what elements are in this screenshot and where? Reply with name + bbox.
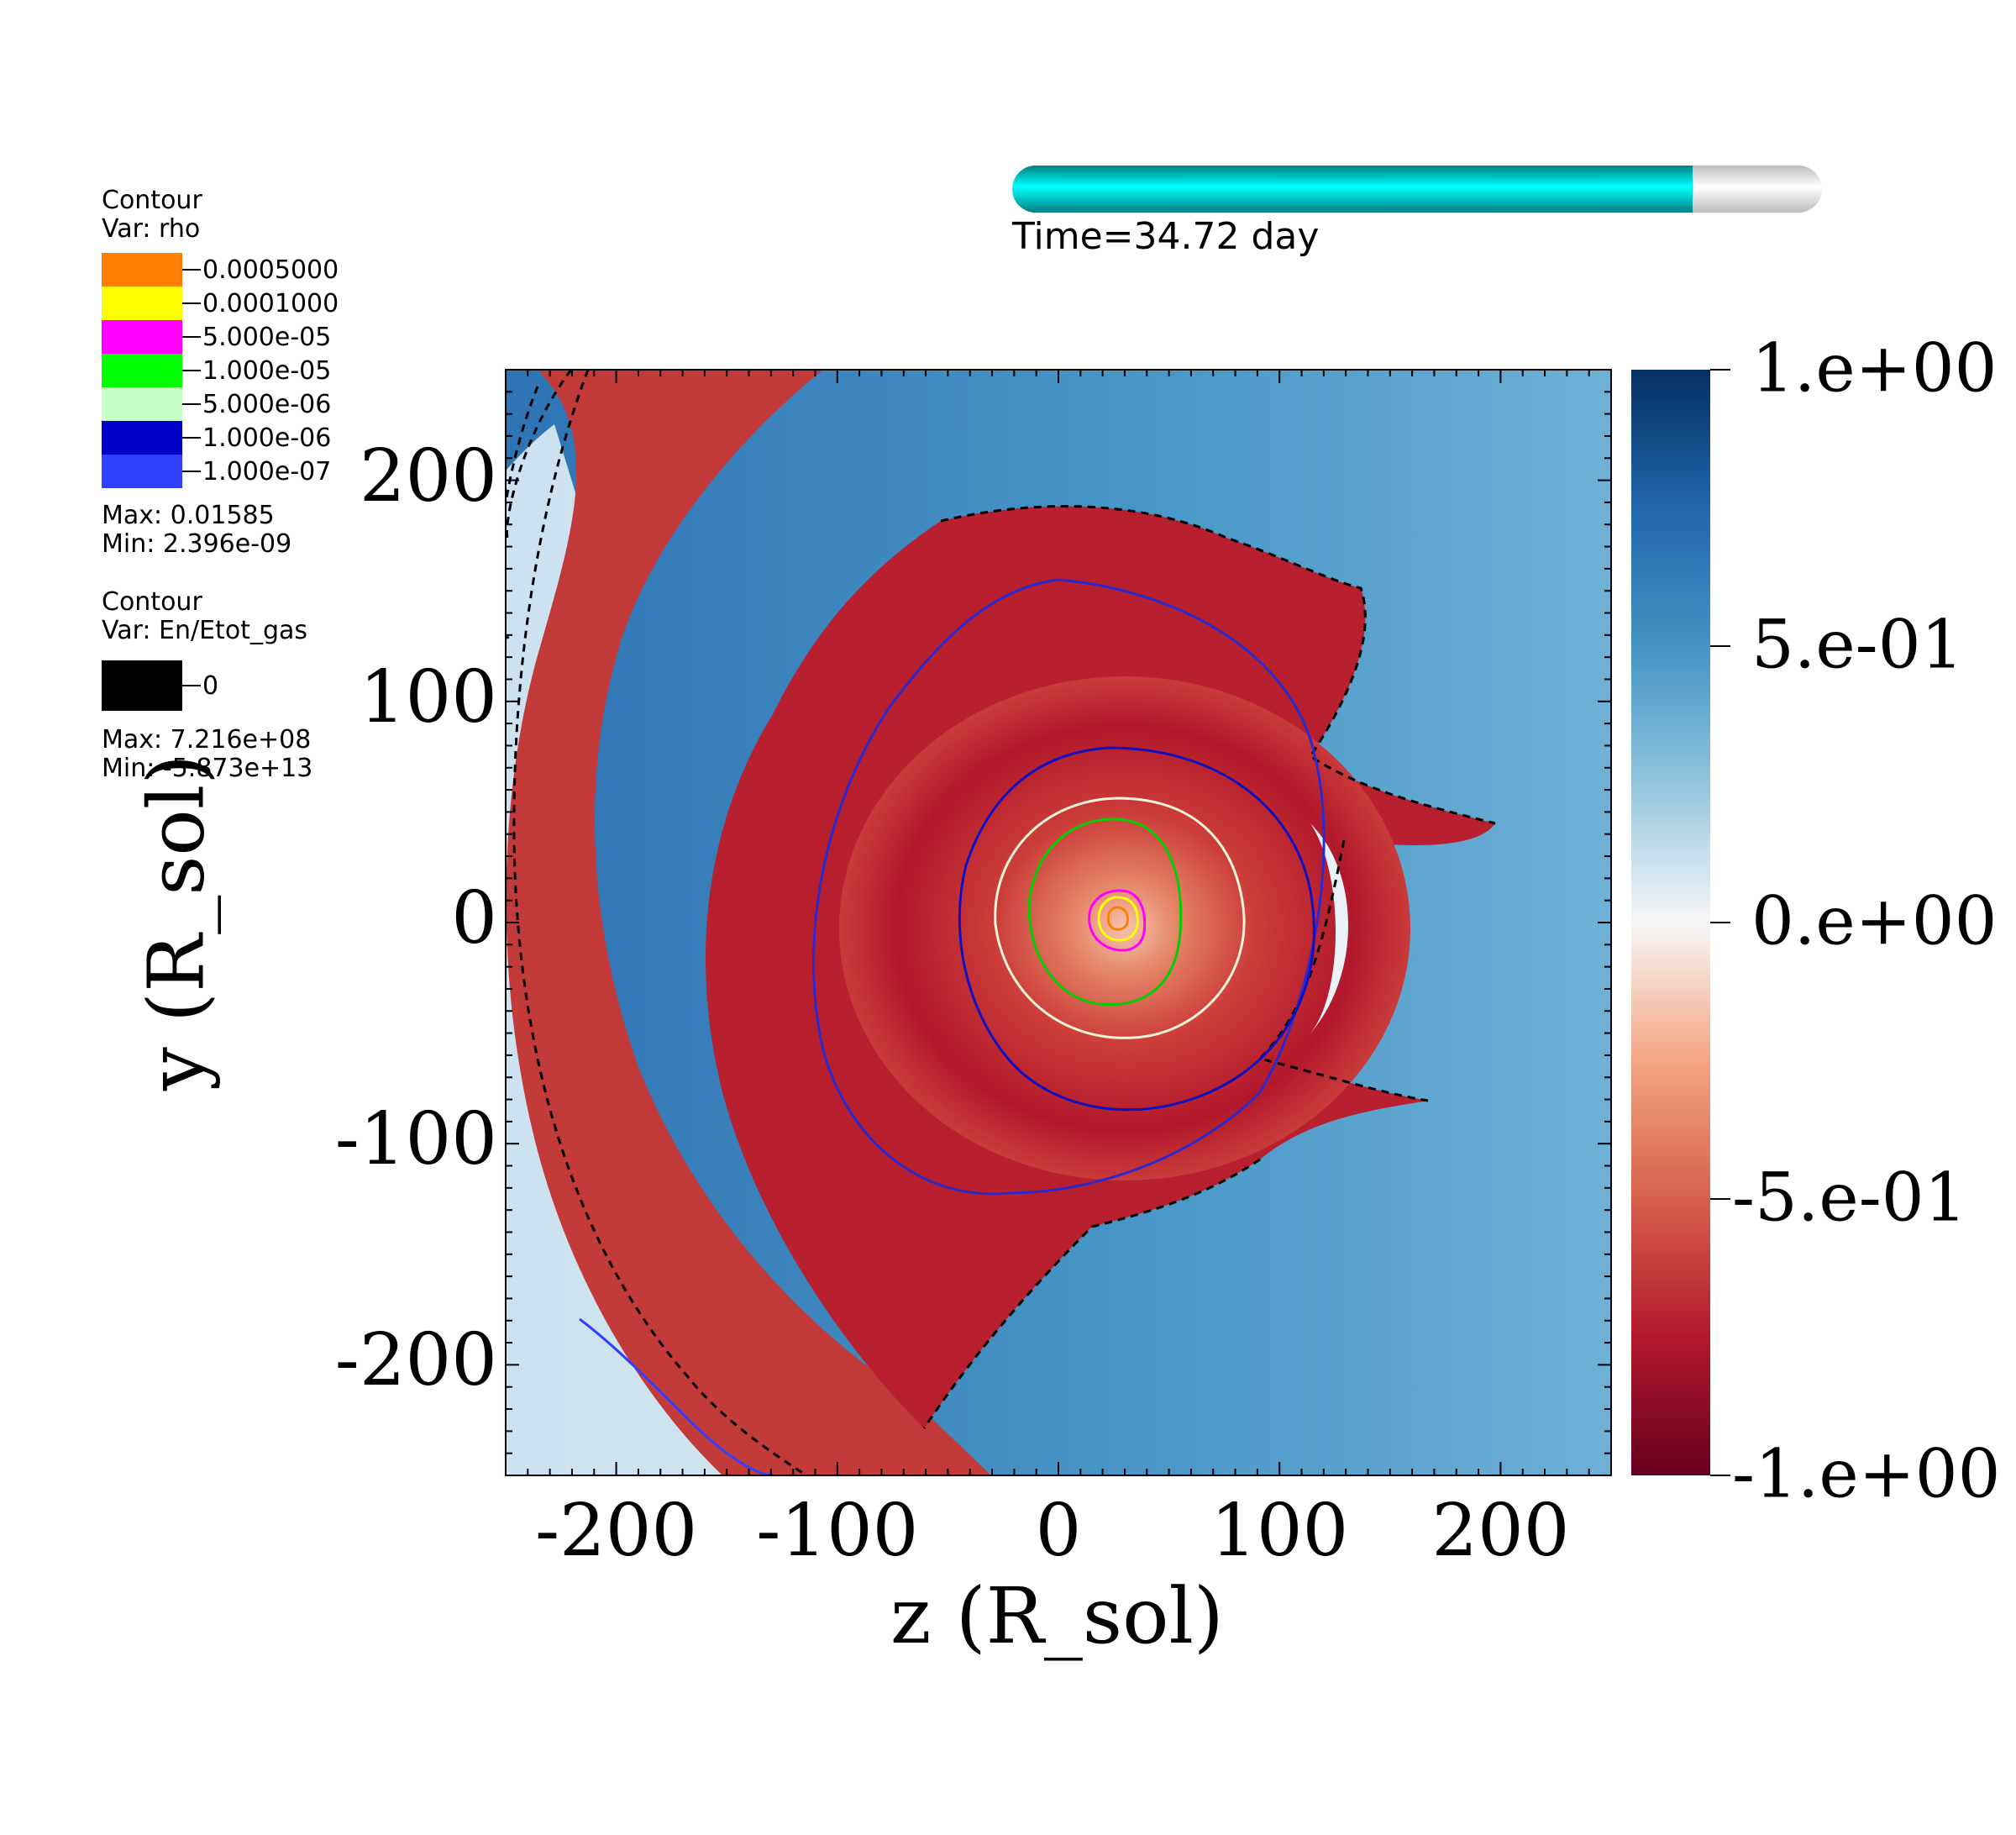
legend-en-min: Min: -5.873e+13: [102, 754, 313, 783]
x-axis-title: z (R_sol): [890, 1571, 1224, 1661]
legend-rho-item: 5.000e-06: [102, 387, 331, 421]
time-progress-fill: [1012, 166, 1693, 213]
legend-rho-min: Min: 2.396e-09: [102, 529, 292, 559]
legend-rho-var: Var: rho: [102, 214, 201, 244]
legend-rho-tick: [182, 471, 201, 472]
legend-rho-tick: [182, 403, 201, 405]
time-label: Time=34.72 day: [1012, 215, 1320, 258]
y-tick-label: -100: [334, 1097, 497, 1182]
legend-en-label: 0: [202, 670, 219, 701]
legend-rho-item: 1.000e-05: [102, 354, 331, 387]
legend-rho-swatch: [102, 455, 182, 488]
colorbar-label: -5.e-01: [1732, 1158, 1967, 1237]
y-axis-title: y (R_sol): [131, 754, 222, 1091]
legend-rho-swatch: [102, 354, 182, 387]
legend-rho-tick: [182, 437, 201, 439]
axis-minor-ticks: [505, 369, 1612, 1476]
contour-en-zero-outer: [512, 370, 807, 1475]
x-tick-label: 0: [1035, 1489, 1082, 1573]
legend-rho-tick: [182, 302, 201, 304]
x-tick-label: 200: [1431, 1489, 1570, 1573]
contour-en-zero-arm: [922, 505, 1496, 1429]
legend-rho-label: 0.0001000: [202, 288, 339, 318]
contour-rho-5e-05: [1088, 889, 1147, 952]
colorbar-label: -1.e+00: [1732, 1434, 2001, 1513]
legend-rho-label: 0.0005000: [202, 255, 339, 285]
x-tick-label: 100: [1210, 1489, 1349, 1573]
heatmap-field: [506, 370, 1611, 1475]
time-progress-bar: [1012, 166, 1822, 213]
colorbar-ticks: [1710, 369, 1730, 1476]
legend-en-title: Contour: [102, 587, 202, 617]
y-tick-label: -200: [334, 1318, 497, 1403]
legend-rho-tick: [182, 370, 201, 371]
legend-rho-swatch: [102, 253, 182, 287]
contour-lines: [506, 370, 1496, 1475]
legend-rho-item: 1.000e-07: [102, 455, 331, 488]
legend-rho-swatch: [102, 421, 182, 455]
legend-rho-item: 5.000e-05: [102, 320, 331, 354]
y-tick-label: 100: [359, 655, 497, 739]
legend-rho-item: 0.0005000: [102, 253, 339, 287]
legend-en-item: 0: [102, 660, 218, 711]
contour-rho-1e-04: [1097, 896, 1139, 942]
legend-rho-item: 1.000e-06: [102, 421, 331, 455]
contour-en-zero: [506, 370, 573, 639]
legend-en-swatch: [102, 660, 182, 711]
y-tick-label: 200: [359, 434, 497, 518]
x-tick-label: -100: [756, 1489, 919, 1573]
legend-rho-item: 0.0001000: [102, 287, 339, 320]
legend-rho-swatch: [102, 387, 182, 421]
colorbar: [1631, 370, 1710, 1475]
legend-rho-tick: [182, 269, 201, 271]
legend-rho-max: Max: 0.01585: [102, 501, 275, 530]
y-tick-label: 0: [451, 876, 497, 960]
legend-rho-label: 5.000e-05: [202, 322, 332, 352]
legend-rho-swatch: [102, 320, 182, 354]
contour-rho-1e-06: [812, 578, 1326, 1196]
legend-rho-title: Contour: [102, 186, 202, 215]
legend-rho-label: 5.000e-06: [202, 389, 332, 419]
legend-rho-tick: [182, 336, 201, 338]
contour-rho-1e-06-inner: [958, 746, 1315, 1112]
contour-rho-5e-06: [994, 797, 1246, 1039]
legend-rho-label: 1.000e-05: [202, 355, 332, 386]
colorbar-label: 5.e-01: [1751, 605, 1964, 684]
legend-en-tick: [182, 685, 201, 686]
legend-rho-label: 1.000e-06: [202, 423, 332, 453]
colorbar-label: 1.e+00: [1751, 329, 1998, 407]
contour-rho-1e-05: [1027, 818, 1183, 1007]
legend-rho-swatch: [102, 287, 182, 320]
legend-en-var: Var: En/Etot_gas: [102, 616, 307, 645]
contour-rho-1e-07: [579, 1317, 774, 1475]
colorbar-label: 0.e+00: [1751, 881, 1998, 960]
legend-en-max: Max: 7.216e+08: [102, 725, 312, 755]
x-tick-label: -200: [534, 1489, 698, 1573]
legend-rho-label: 1.000e-07: [202, 456, 332, 486]
contour-rho-5e-04: [1106, 906, 1129, 931]
